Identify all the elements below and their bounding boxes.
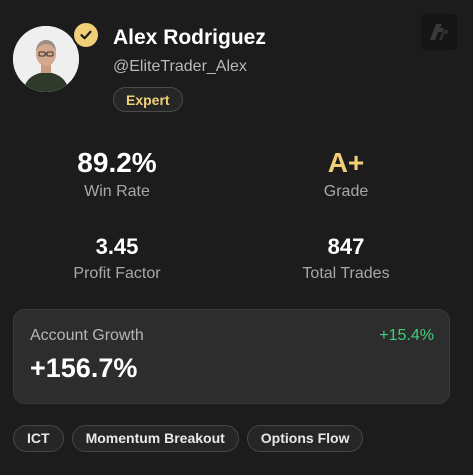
stat-win-rate: 89.2% Win Rate: [42, 147, 192, 201]
profit-factor-label: Profit Factor: [73, 265, 161, 282]
total-trades-value: 847: [327, 234, 365, 259]
account-growth-panel: Account Growth +15.4% +156.7%: [13, 309, 450, 404]
expert-badge: Expert: [113, 87, 183, 112]
verified-check-icon: [74, 23, 98, 47]
account-growth-change: +15.4%: [379, 327, 434, 344]
profit-factor-value: 3.45: [95, 234, 139, 259]
tag-options-flow[interactable]: Options Flow: [246, 425, 364, 452]
strategy-tags: ICT Momentum Breakout Options Flow: [13, 425, 364, 452]
brand-logo-icon[interactable]: [421, 14, 457, 50]
avatar[interactable]: [13, 26, 79, 92]
grade-value: A+: [327, 147, 365, 178]
stat-profit-factor: 3.45 Profit Factor: [42, 233, 192, 283]
stat-total-trades: 847 Total Trades: [271, 233, 421, 283]
total-trades-label: Total Trades: [302, 265, 390, 282]
tag-ict[interactable]: ICT: [13, 425, 64, 452]
win-rate-label: Win Rate: [84, 183, 150, 200]
win-rate-value: 89.2%: [77, 147, 157, 178]
profile-name: Alex Rodriguez: [113, 26, 266, 49]
account-growth-value: +156.7%: [30, 353, 138, 383]
account-growth-label: Account Growth: [30, 327, 144, 344]
stat-grade: A+ Grade: [271, 147, 421, 201]
grade-label: Grade: [323, 183, 369, 200]
tag-momentum-breakout[interactable]: Momentum Breakout: [71, 425, 239, 452]
profile-handle: @EliteTrader_Alex: [113, 58, 247, 75]
